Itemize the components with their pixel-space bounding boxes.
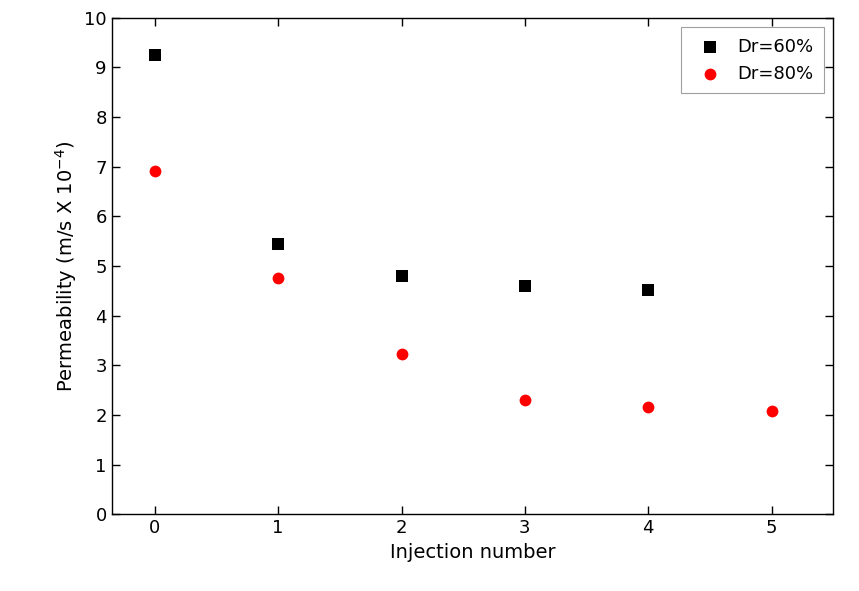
- Dr=80%: [765, 406, 778, 415]
- Dr=80%: [518, 395, 532, 405]
- Dr=60%: [148, 50, 161, 60]
- Dr=80%: [642, 402, 655, 412]
- Dr=60%: [394, 271, 408, 281]
- Y-axis label: Permeability (m/s X 10$^{-4}$): Permeability (m/s X 10$^{-4}$): [52, 140, 79, 392]
- Dr=60%: [518, 281, 532, 291]
- Dr=80%: [148, 166, 161, 176]
- Dr=80%: [271, 273, 285, 282]
- Dr=80%: [394, 350, 408, 359]
- Dr=60%: [271, 239, 285, 248]
- X-axis label: Injection number: Injection number: [390, 543, 555, 561]
- Dr=60%: [642, 285, 655, 294]
- Legend: Dr=60%, Dr=80%: Dr=60%, Dr=80%: [681, 27, 824, 93]
